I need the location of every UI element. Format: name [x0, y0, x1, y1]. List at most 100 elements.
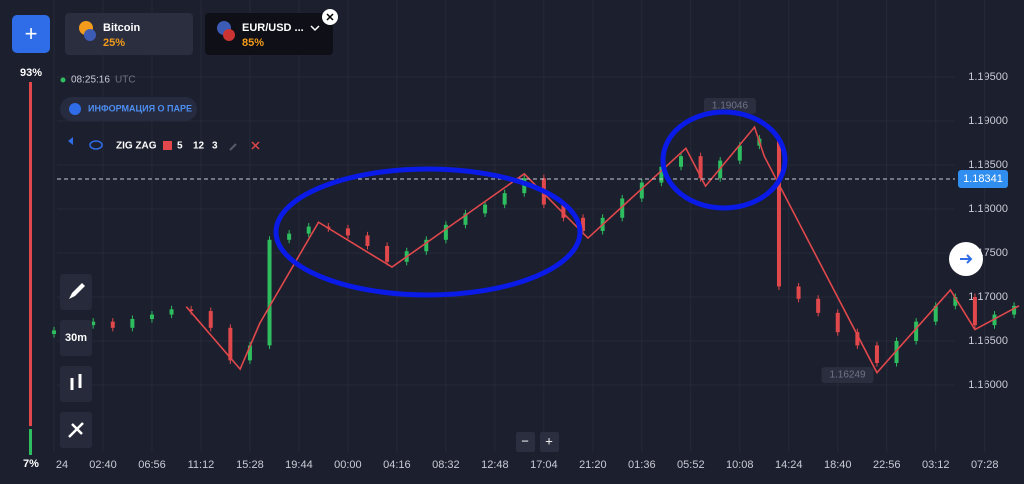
- indicator-color[interactable]: [163, 141, 172, 150]
- x-tick-label: 11:12: [188, 459, 215, 471]
- annotation-ellipse: [273, 166, 583, 298]
- plot: 1.18341 1.19046 1.16249: [52, 97, 1020, 384]
- candle-body: [463, 213, 468, 225]
- asset-name: Bitcoin: [103, 22, 141, 34]
- indicator-name: ZIG ZAG: [116, 141, 157, 152]
- x-tick-label: 22:56: [873, 459, 901, 471]
- x-tick-label: 08:32: [432, 459, 460, 471]
- candle-body: [287, 233, 292, 240]
- add-button[interactable]: [12, 15, 50, 53]
- edit-icon[interactable]: [229, 143, 237, 151]
- candles-icon: [70, 374, 82, 390]
- sentiment-down: [29, 429, 32, 455]
- candle-body: [679, 156, 684, 167]
- collapse-icon[interactable]: [68, 137, 73, 145]
- info-icon: [69, 103, 81, 115]
- candle-body: [933, 305, 938, 322]
- candle-body: [855, 332, 860, 346]
- x-tick-label: 18:40: [824, 459, 852, 471]
- price-marker-box: [821, 367, 874, 384]
- candle-body: [424, 239, 429, 252]
- candle-body: [776, 138, 781, 287]
- y-tick-label: 1.19500: [968, 71, 1008, 83]
- candle-body: [169, 309, 174, 315]
- x-tick-label: 04:16: [383, 459, 411, 471]
- y-tick-label: 1.17000: [968, 291, 1008, 303]
- timeframe-label: 30m: [65, 332, 87, 344]
- candle-body: [443, 224, 448, 240]
- sentiment-up: [29, 82, 32, 427]
- x-tick-label: 12:48: [481, 459, 509, 471]
- x-tick-label: 02:40: [89, 459, 117, 471]
- zoom-out[interactable]: [516, 432, 535, 452]
- x-tick-label: 17:04: [530, 459, 558, 471]
- candle-body: [52, 330, 56, 334]
- candle-body: [561, 204, 566, 218]
- annotation-ellipse: [660, 109, 788, 211]
- candle-body: [483, 204, 488, 214]
- sentiment-down-label: 7%: [23, 458, 39, 470]
- candle-body: [639, 182, 644, 199]
- dropdown-icon[interactable]: [310, 25, 320, 32]
- x-tick-label: 07:28: [971, 459, 999, 471]
- x-tick-label: 10:08: [726, 459, 754, 471]
- visibility-icon[interactable]: [89, 140, 103, 150]
- candle-body: [972, 297, 977, 326]
- candle-body: [737, 145, 742, 161]
- candle-body: [208, 311, 213, 328]
- current-price-box: [958, 169, 1008, 188]
- status-dot: [60, 77, 66, 83]
- indicator-param: 12: [193, 141, 205, 152]
- candle-body: [1012, 305, 1017, 315]
- asset-payout: 85%: [242, 37, 264, 49]
- candle-body: [130, 319, 135, 328]
- chart-type-button[interactable]: [60, 366, 92, 402]
- candle-body: [953, 297, 958, 306]
- candle-body: [698, 156, 703, 179]
- pencil-icon: [69, 283, 85, 299]
- indicator-param: 3: [212, 141, 218, 152]
- candle-body: [894, 341, 899, 363]
- clock-zone: UTC: [115, 75, 136, 86]
- candle-body: [796, 286, 801, 299]
- flag-icon: [223, 29, 235, 41]
- candle-body: [189, 309, 194, 312]
- candle-body: [659, 166, 664, 183]
- y-tick-label: 1.19000: [968, 115, 1008, 127]
- arrow-icon: [960, 254, 973, 264]
- x-tick-label: 24: [56, 459, 68, 471]
- candle-body: [874, 345, 879, 363]
- x-tick-label: 00:00: [334, 459, 362, 471]
- asset-name: EUR/USD ...: [242, 22, 304, 34]
- candle-body: [365, 235, 370, 246]
- timeframe-button[interactable]: [60, 320, 92, 356]
- info-label: ИНФОРМАЦИЯ О ПАРЕ: [88, 103, 192, 113]
- y-tick-label: 1.16000: [968, 379, 1008, 391]
- remove-icon[interactable]: [251, 141, 260, 150]
- info-button[interactable]: [60, 97, 197, 121]
- x-tick-label: 14:24: [775, 459, 803, 471]
- candle-body: [267, 239, 272, 346]
- close-icon: [326, 13, 334, 21]
- asset-tab[interactable]: [205, 13, 333, 55]
- y-tick-label: 1.18000: [968, 203, 1008, 215]
- satellite-icon: [68, 422, 84, 438]
- sentiment-bar: [29, 82, 32, 455]
- y-tick-label: 1.16500: [968, 335, 1008, 347]
- zigzag-line: [185, 125, 1020, 375]
- zoom-in-label: +: [545, 433, 553, 448]
- zoom-out-label: −: [521, 433, 529, 448]
- zoom-in[interactable]: [540, 432, 559, 452]
- flag-icon: [84, 29, 96, 41]
- asset-tab[interactable]: [65, 13, 193, 55]
- current-price-label: 1.18341: [963, 173, 1003, 185]
- candle-body: [149, 314, 154, 319]
- y-tick-label: 1.18500: [968, 159, 1008, 171]
- indicator-param: 5: [177, 141, 183, 152]
- candle-body: [835, 312, 840, 333]
- sentiment-up-label: 93%: [20, 67, 42, 79]
- candle-body: [228, 327, 233, 361]
- candle-body: [91, 321, 96, 326]
